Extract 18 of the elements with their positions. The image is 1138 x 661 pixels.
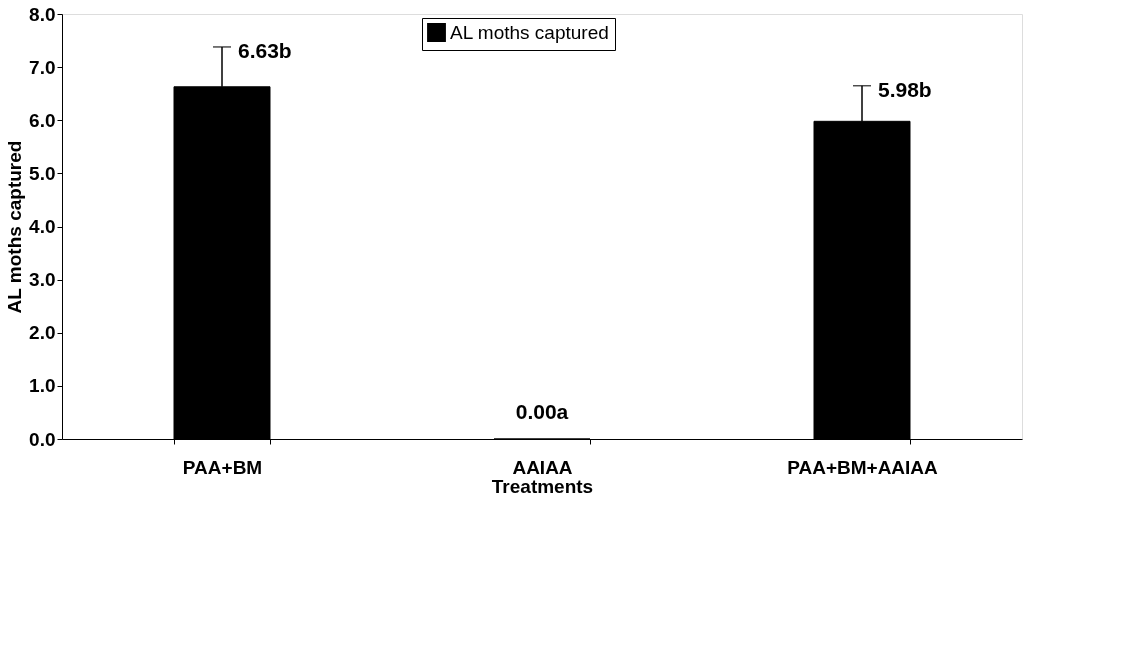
y-tick-label: 0.0 — [29, 428, 56, 450]
y-tick-label: 7.0 — [29, 56, 56, 78]
x-tick-label: AAIAA — [512, 456, 573, 478]
y-tick-label: 5.0 — [29, 162, 56, 184]
x-tick-label: PAA+BM — [182, 456, 263, 478]
x-tick-label: PAA+BM+AAIAA — [787, 456, 939, 478]
y-tick-label: 3.0 — [29, 269, 56, 291]
legend-label: AL moths captured — [450, 21, 609, 43]
y-tick-label: 8.0 — [29, 3, 56, 25]
data-label: 0.00a — [515, 400, 569, 423]
y-tick-label: 6.0 — [29, 109, 56, 131]
x-axis-title: Treatments — [491, 475, 594, 497]
y-tick-label: 2.0 — [29, 322, 56, 344]
data-label: 6.63b — [238, 38, 292, 62]
y-tick-label: 1.0 — [29, 375, 56, 397]
y-axis-title: AL moths captured — [4, 140, 26, 314]
data-label: 5.98b — [878, 77, 932, 101]
y-tick-label: 4.0 — [29, 216, 56, 237]
